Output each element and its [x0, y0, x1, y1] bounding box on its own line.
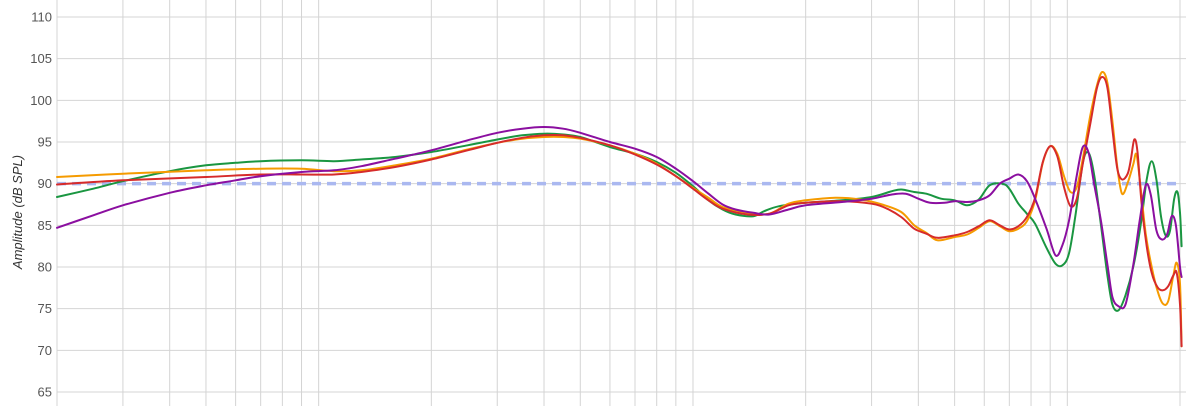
- y-tick-label: 70: [38, 343, 52, 358]
- y-tick-label: 85: [38, 218, 52, 233]
- y-tick-label: 90: [38, 176, 52, 191]
- series-line-1: [56, 132, 1183, 312]
- y-tick-label: 110: [31, 10, 52, 25]
- series-line-2: [56, 70, 1183, 348]
- y-tick-label: 75: [38, 301, 52, 316]
- series-line-4: [56, 126, 1183, 310]
- y-tick-label: 95: [38, 135, 52, 150]
- y-tick-label: 105: [30, 51, 52, 66]
- y-axis-label: Amplitude (dB SPL): [10, 155, 25, 270]
- y-axis-ticks: 65 70 75 80 85 90 95 100 105 110: [30, 10, 52, 400]
- grid-lines: [56, 0, 1186, 406]
- series-lines: [56, 70, 1183, 348]
- y-tick-label: 100: [30, 93, 52, 108]
- y-tick-label: 80: [38, 260, 52, 275]
- y-tick-label: 65: [38, 385, 52, 400]
- series-line-3: [56, 76, 1183, 348]
